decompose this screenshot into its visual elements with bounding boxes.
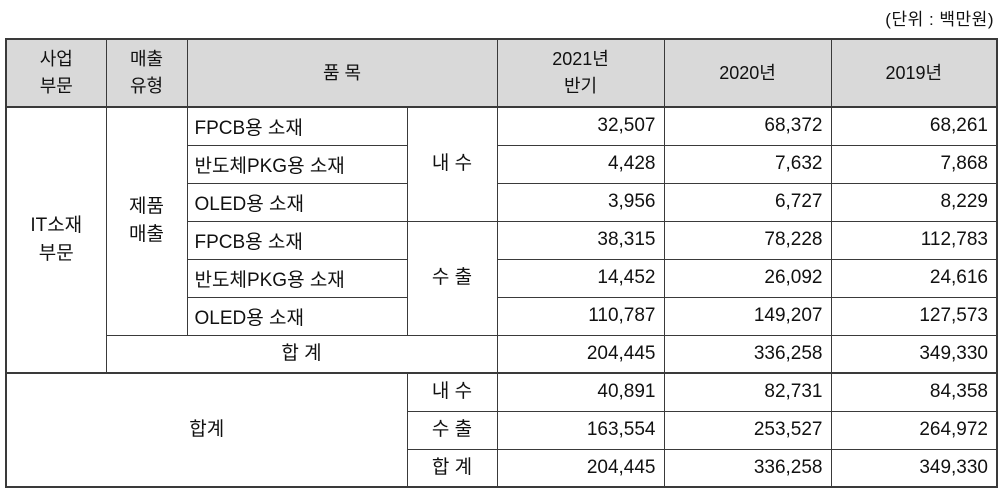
cell-2020-value: 78,228: [663, 220, 832, 260]
table-row: IT소재 부문 제품 매출 FPCB용 소재 내 수 32,507 68,372…: [5, 106, 998, 374]
subtotal-row: 합 계 204,445 336,258 349,330: [6, 334, 998, 374]
cell-sales-type: 제품 매출: [105, 106, 188, 336]
table-row: OLED용 소재 3,956 6,727 8,229: [6, 182, 998, 222]
header-business-division: 사업 부문: [5, 38, 107, 108]
cell-item: OLED용 소재: [186, 296, 408, 336]
cell-2021-value: 40,891: [496, 372, 665, 412]
cell-grand-total-label: 합계: [5, 372, 408, 488]
cell-domestic-label: 내 수: [406, 106, 498, 222]
cell-2020-value: 149,207: [663, 296, 832, 336]
header-2021-half: 2021년 반기: [496, 38, 665, 108]
cell-2020-value: 6,727: [663, 182, 832, 222]
revenue-table: 사업 부문 매출 유형 품 목 2021년 반기 2020년 2019년 IT소…: [5, 38, 998, 488]
grand-total-row: 합계 내 수 40,891 82,731 84,358: [5, 372, 998, 488]
cell-2019-value: 7,868: [830, 144, 998, 184]
cell-trade-label: 내 수: [406, 372, 498, 412]
cell-trade-label: 수 출: [406, 410, 498, 450]
header-item: 품 목: [186, 38, 498, 108]
cell-2021-value: 204,445: [496, 334, 665, 374]
cell-business-division: IT소재 부문: [5, 106, 107, 374]
cell-item: OLED용 소재: [186, 182, 408, 222]
cell-2021-value: 110,787: [496, 296, 665, 336]
cell-item: FPCB용 소재: [186, 220, 408, 260]
header-sales-type: 매출 유형: [105, 38, 188, 108]
cell-2020-value: 253,527: [663, 410, 832, 450]
cell-2020-value: 7,632: [663, 144, 832, 184]
cell-2021-value: 4,428: [496, 144, 665, 184]
cell-subtotal-label: 합 계: [105, 334, 498, 374]
cell-2019-value: 24,616: [830, 258, 998, 298]
cell-2020-value: 82,731: [663, 372, 832, 412]
cell-export-label: 수 출: [406, 220, 498, 336]
table-row: 반도체PKG용 소재 14,452 26,092 24,616: [6, 258, 998, 298]
cell-2021-value: 204,445: [496, 448, 665, 488]
cell-2019-value: 68,261: [830, 106, 998, 146]
header-row: 사업 부문 매출 유형 품 목 2021년 반기 2020년 2019년: [5, 38, 998, 108]
unit-label: (단위 : 백만원): [885, 10, 994, 29]
cell-2020-value: 68,372: [663, 106, 832, 146]
cell-2020-value: 336,258: [663, 334, 832, 374]
cell-item: FPCB용 소재: [186, 106, 408, 146]
cell-item: 반도체PKG용 소재: [186, 258, 408, 298]
header-2020: 2020년: [663, 38, 832, 108]
cell-trade-label: 합 계: [406, 448, 498, 488]
cell-2020-value: 26,092: [663, 258, 832, 298]
cell-2021-value: 14,452: [496, 258, 665, 298]
cell-item: 반도체PKG용 소재: [186, 144, 408, 184]
grand-total-row: 수 출 163,554 253,527 264,972: [6, 410, 998, 450]
header-2019: 2019년: [830, 38, 998, 108]
cell-2021-value: 32,507: [496, 106, 665, 146]
cell-2019-value: 349,330: [830, 334, 998, 374]
cell-2019-value: 8,229: [830, 182, 998, 222]
table-row: OLED용 소재 110,787 149,207 127,573: [6, 296, 998, 336]
grand-total-row: 합 계 204,445 336,258 349,330: [6, 448, 998, 488]
cell-2019-value: 264,972: [830, 410, 998, 450]
cell-2020-value: 336,258: [663, 448, 832, 488]
table-row: 반도체PKG용 소재 4,428 7,632 7,868: [6, 144, 998, 184]
table-row: FPCB용 소재 수 출 38,315 78,228 112,783: [6, 220, 998, 336]
cell-2019-value: 84,358: [830, 372, 998, 412]
cell-2019-value: 112,783: [830, 220, 998, 260]
cell-2021-value: 38,315: [496, 220, 665, 260]
cell-2021-value: 3,956: [496, 182, 665, 222]
cell-2019-value: 127,573: [830, 296, 998, 336]
cell-2021-value: 163,554: [496, 410, 665, 450]
cell-2019-value: 349,330: [830, 448, 998, 488]
